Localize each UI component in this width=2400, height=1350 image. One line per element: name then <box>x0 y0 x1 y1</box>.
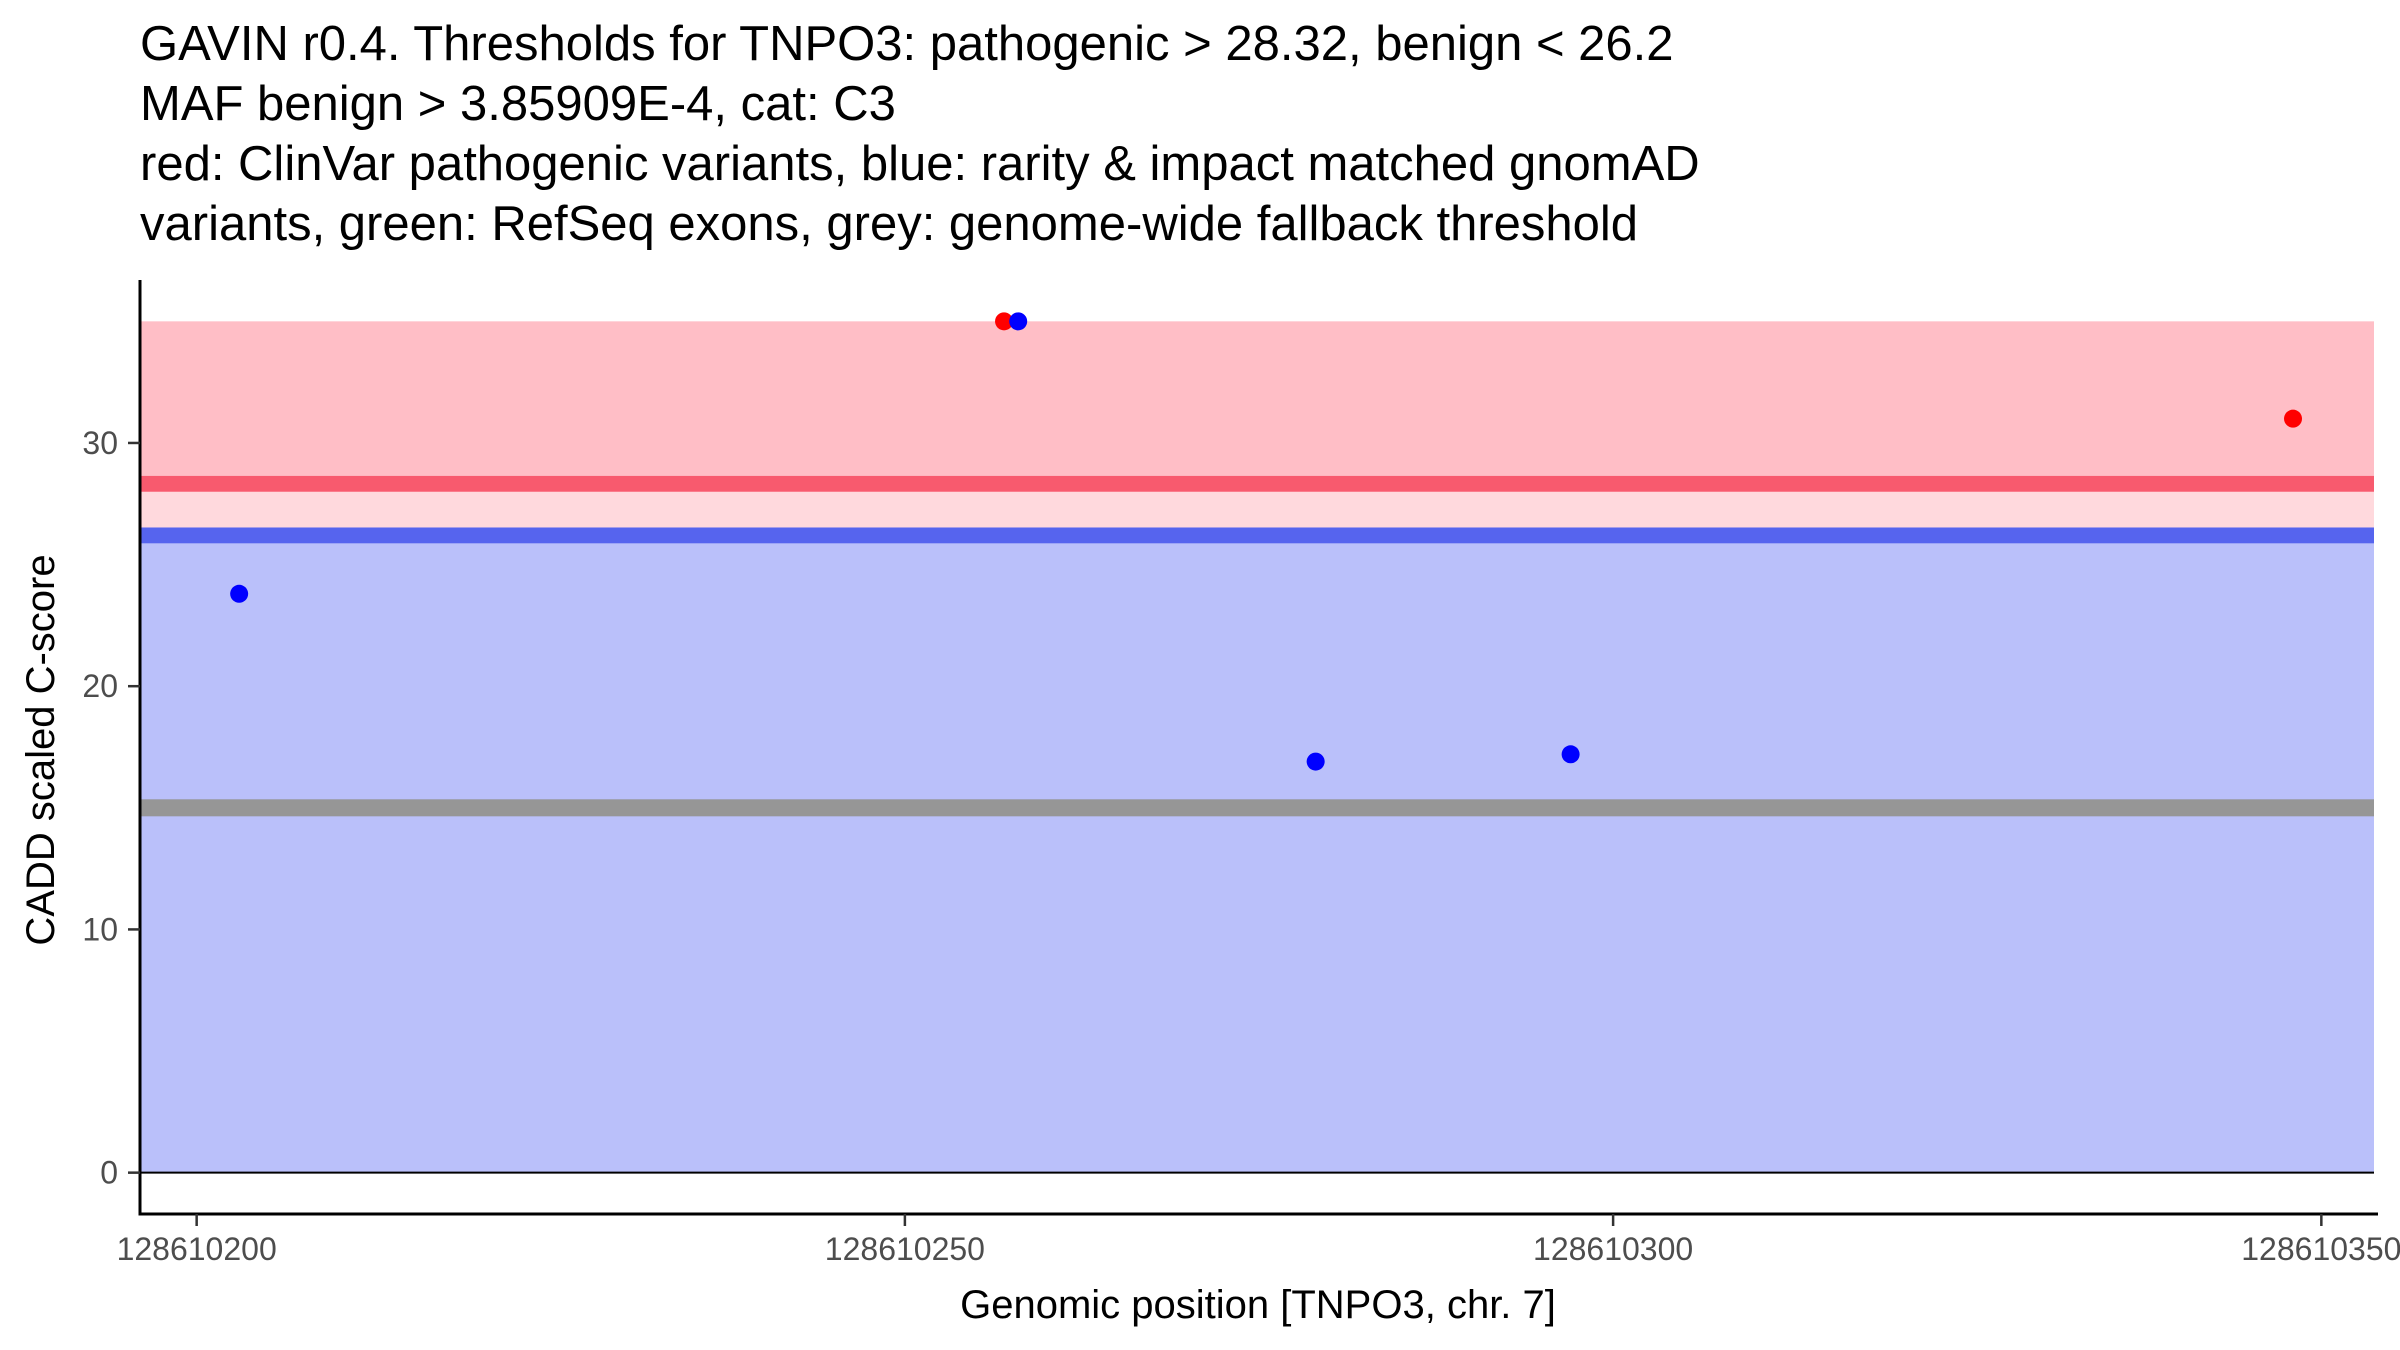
title-line-2: MAF benign > 3.85909E-4, cat: C3 <box>140 77 896 131</box>
title-line-3: red: ClinVar pathogenic variants, blue: … <box>140 137 1700 191</box>
y-axis-title: CADD scaled C-score <box>19 554 63 945</box>
gnomad-point-3 <box>1561 745 1580 764</box>
x-tick-label: 128610250 <box>825 1231 985 1267</box>
pathogenic-threshold-line <box>140 475 2374 492</box>
y-tick-label: 10 <box>82 911 118 947</box>
chart-title: GAVIN r0.4. Thresholds for TNPO3: pathog… <box>140 17 1700 251</box>
axes: 128610200 128610250 128610300 128610350 0 10… <box>82 280 2400 1267</box>
x-tick-label: 128610300 <box>1533 1231 1693 1267</box>
y-tick-label: 30 <box>82 425 118 461</box>
threshold-lines <box>140 475 2374 817</box>
y-tick-label: 0 <box>100 1155 118 1191</box>
pathogenic-region <box>140 321 2374 484</box>
pathogenic-point-0 <box>995 312 1014 331</box>
x-axis-title: Genomic position [TNPO3, chr. 7] <box>960 1283 1556 1327</box>
title-line-1: GAVIN r0.4. Thresholds for TNPO3: pathog… <box>140 17 1674 71</box>
pathogenic-point-1 <box>2284 409 2303 428</box>
fallback-threshold-line <box>140 799 2374 817</box>
gap-region <box>140 483 2374 536</box>
gnomad-point-0 <box>230 584 249 603</box>
gnomad-point-2 <box>1306 752 1325 771</box>
gnomad-point-1 <box>1009 312 1028 331</box>
data-points <box>230 312 2303 771</box>
y-axis-ticks: 0 10 20 30 <box>82 425 140 1191</box>
x-tick-label: 128610350 <box>2241 1231 2400 1267</box>
plot-regions <box>140 321 2374 1173</box>
x-tick-label: 128610200 <box>117 1231 277 1267</box>
x-axis-ticks: 128610200 128610250 128610300 128610350 <box>117 1214 2400 1267</box>
benign-threshold-line <box>140 527 2374 544</box>
benign-region <box>140 535 2374 1173</box>
y-tick-label: 20 <box>82 668 118 704</box>
title-line-4: variants, green: RefSeq exons, grey: gen… <box>140 197 1638 251</box>
